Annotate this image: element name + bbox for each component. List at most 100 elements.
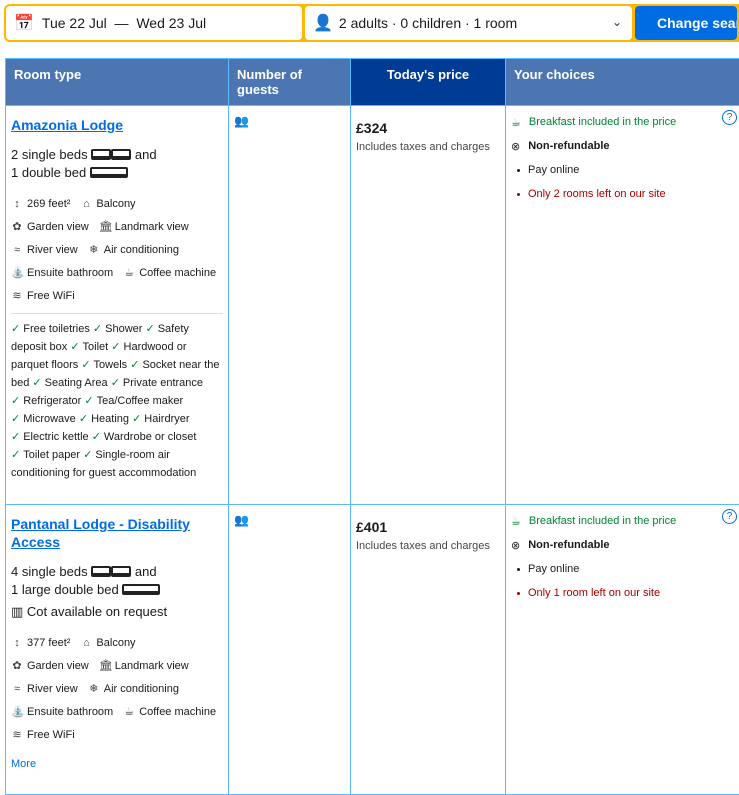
- area-icon: ↕: [11, 198, 23, 210]
- facility: ≈River view: [11, 238, 78, 261]
- tax-note: Includes taxes and charges: [356, 540, 500, 552]
- facility: ⛲Ensuite bathroom: [11, 261, 113, 284]
- amenity: ✓Electric kettle: [11, 431, 89, 443]
- price-cell: £401 Includes taxes and charges: [351, 505, 506, 795]
- help-icon[interactable]: ?: [722, 110, 737, 125]
- facility: ⛲Ensuite bathroom: [11, 700, 113, 723]
- wifi-icon: ≋: [11, 289, 23, 302]
- single-bed-icon: [91, 566, 111, 577]
- facility: ≈River view: [11, 677, 78, 700]
- amenity: ✓Shower: [93, 323, 143, 335]
- coffee-icon: ☕: [123, 266, 135, 279]
- check-icon: ✓: [111, 377, 120, 389]
- price: £324: [356, 120, 500, 136]
- amenity: ✓Private entrance: [111, 377, 203, 389]
- breakfast-info: ☕Breakfast included in the price?: [511, 509, 739, 533]
- amenity: ✓Hairdryer: [132, 413, 189, 425]
- check-icon: ✓: [70, 341, 79, 353]
- change-search-button[interactable]: Change search: [635, 6, 737, 40]
- facility: ≋Free WiFi: [11, 723, 75, 746]
- check-icon: ✓: [11, 323, 20, 335]
- facility: ↕269 feet²: [11, 192, 70, 215]
- snowflake-icon: ❄: [88, 682, 100, 695]
- header-choices: Your choices: [506, 59, 739, 106]
- guests-cell: 👥: [229, 106, 351, 505]
- amenity: ✓Seating Area: [32, 377, 107, 389]
- chevron-down-icon: ⌄: [612, 15, 622, 29]
- coffee-icon: ☕: [123, 705, 135, 718]
- garden-icon: ✿: [11, 220, 23, 233]
- no-refund-icon: ⊗: [511, 140, 520, 153]
- check-icon: ✓: [132, 413, 141, 425]
- bullet: [517, 568, 520, 571]
- river-icon: ≈: [11, 244, 23, 256]
- facility: ✿Garden view: [11, 654, 89, 677]
- double-bed-icon: [122, 584, 160, 595]
- help-icon[interactable]: ?: [722, 509, 737, 524]
- payment-info: Pay online: [511, 158, 739, 182]
- amenity: ✓Toilet paper: [11, 449, 80, 461]
- single-bed-icon: [91, 149, 111, 160]
- balcony-icon: ⌂: [80, 637, 92, 649]
- availability-info: Only 2 rooms left on our site: [511, 182, 739, 206]
- dates-label: Tue 22 Jul — Wed 23 Jul: [42, 15, 206, 31]
- refund-policy: ⊗Non-refundable: [511, 134, 739, 158]
- person-icon: 👤: [313, 13, 333, 33]
- facility: ❄Air conditioning: [88, 677, 179, 700]
- landmark-icon: 🏛: [99, 220, 111, 233]
- guests-selector[interactable]: 👤 2 adults · 0 children · 1 room ⌄: [305, 6, 632, 40]
- check-icon: ✓: [83, 449, 92, 461]
- check-icon: ✓: [11, 449, 20, 461]
- choices-cell: ☕Breakfast included in the price? ⊗Non-r…: [506, 505, 739, 795]
- date-picker[interactable]: 📅 Tue 22 Jul — Wed 23 Jul: [6, 6, 302, 40]
- more-link[interactable]: More: [11, 758, 223, 770]
- check-icon: ✓: [81, 359, 90, 371]
- check-icon: ✓: [146, 323, 155, 335]
- amenity: ✓Toilet: [70, 341, 108, 353]
- guests-cell: 👥: [229, 505, 351, 795]
- header-room-type: Room type: [6, 59, 229, 106]
- facility: 🏛Landmark view: [99, 654, 189, 677]
- balcony-icon: ⌂: [80, 198, 92, 210]
- bullet: [517, 592, 520, 595]
- bathroom-icon: ⛲: [11, 266, 23, 279]
- two-persons-icon: 👥: [234, 114, 247, 128]
- check-icon: ✓: [32, 377, 41, 389]
- price: £401: [356, 519, 500, 535]
- refund-policy: ⊗Non-refundable: [511, 533, 739, 557]
- divider: [11, 313, 223, 314]
- bathroom-icon: ⛲: [11, 705, 23, 718]
- facility: ⌂Balcony: [80, 192, 135, 215]
- amenity: ✓Refrigerator: [11, 395, 81, 407]
- facility: ☕Coffee machine: [123, 261, 216, 284]
- facility: ⌂Balcony: [80, 631, 135, 654]
- check-icon: ✓: [11, 413, 20, 425]
- facility: 🏛Landmark view: [99, 215, 189, 238]
- facility: ❄Air conditioning: [88, 238, 179, 261]
- facilities-list: ↕269 feet²⌂Balcony✿Garden view🏛Landmark …: [11, 192, 223, 307]
- facility: ↕377 feet²: [11, 631, 70, 654]
- room-name-link[interactable]: Pantanal Lodge - Disability Access: [11, 515, 223, 551]
- amenity: ✓Free toiletries: [11, 323, 90, 335]
- payment-info: Pay online: [511, 557, 739, 581]
- room-name-link[interactable]: Amazonia Lodge: [11, 116, 223, 134]
- coffee-cup-icon: ☕: [511, 116, 521, 129]
- snowflake-icon: ❄: [88, 243, 100, 256]
- price-cell: £324 Includes taxes and charges: [351, 106, 506, 505]
- room-type-cell: Pantanal Lodge - Disability Access 4 sin…: [6, 505, 229, 795]
- river-icon: ≈: [11, 683, 23, 695]
- area-icon: ↕: [11, 637, 23, 649]
- guests-label: 2 adults · 0 children · 1 room: [339, 15, 517, 31]
- bullet: [517, 169, 520, 172]
- amenity: ✓Tea/Coffee maker: [84, 395, 183, 407]
- garden-icon: ✿: [11, 659, 23, 672]
- facility: ≋Free WiFi: [11, 284, 75, 307]
- tax-note: Includes taxes and charges: [356, 141, 500, 153]
- double-bed-icon: [90, 167, 128, 178]
- check-icon: ✓: [84, 395, 93, 407]
- table-row: Pantanal Lodge - Disability Access 4 sin…: [6, 505, 739, 795]
- amenity: ✓Heating: [79, 413, 129, 425]
